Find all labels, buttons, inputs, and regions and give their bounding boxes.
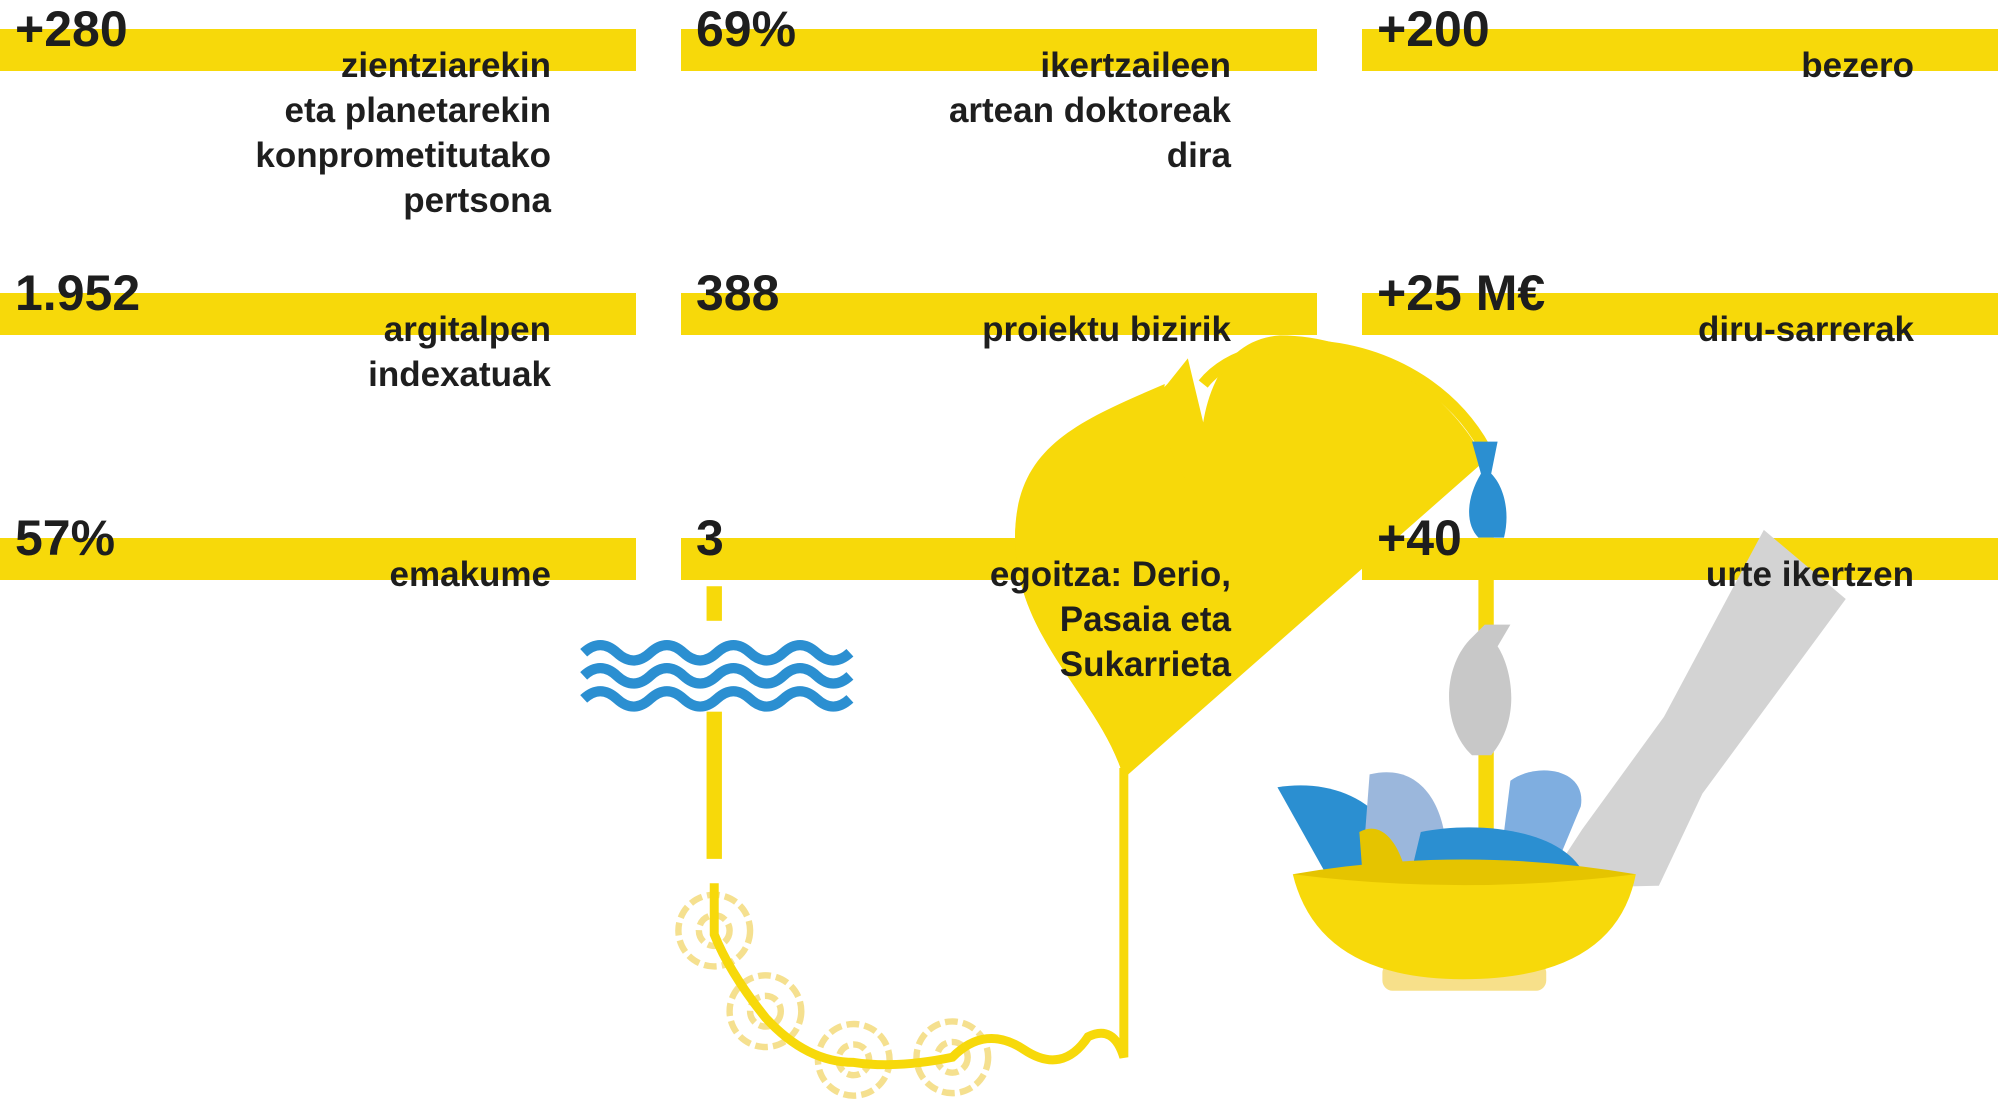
- stat-description: urte ikertzen: [1706, 555, 1914, 594]
- stat-number: +25 M€: [1377, 265, 1545, 321]
- waves: [584, 645, 850, 706]
- fish: [1449, 625, 1511, 756]
- texts: +280 zientziarekin eta planetarekin konprom…: [15, 1, 1915, 684]
- stat-description: diru-sarrerak: [1698, 310, 1914, 349]
- stat-description: zientziarekin: [341, 46, 551, 85]
- stat-description: eta planetarekin: [285, 91, 552, 130]
- stat-number: +280: [15, 1, 128, 57]
- stat-description: bezero: [1801, 46, 1914, 85]
- stat-description: Pasaia eta: [1060, 600, 1232, 639]
- stat-description: emakume: [390, 555, 551, 594]
- stat-description: proiektu bizirik: [982, 310, 1231, 349]
- stat-number: 388: [696, 265, 779, 321]
- line: [707, 586, 722, 621]
- stat-description: indexatuak: [368, 355, 551, 394]
- stat-description: argitalpen: [384, 310, 551, 349]
- illustration: [584, 335, 1846, 1095]
- bowl: [1293, 874, 1636, 979]
- stat-number: 3: [696, 510, 724, 566]
- page: {"stats": [ {"number": "+280", "lines": …: [0, 0, 1998, 1102]
- stat-description: konprometitutako: [255, 136, 551, 175]
- gears: [678, 895, 988, 1096]
- stat-description: egoitza: Derio,: [990, 555, 1231, 594]
- stat-description: ikertzaileen: [1040, 46, 1231, 85]
- stat-description: dira: [1167, 136, 1232, 175]
- infographic: +280 zientziarekin eta planetarekin konprom…: [0, 0, 1998, 1102]
- line: [707, 712, 722, 859]
- stat-number: 69%: [696, 1, 796, 57]
- stat-description: artean doktoreak: [949, 91, 1232, 130]
- stat-number: 57%: [15, 510, 115, 566]
- stat-number: 1.952: [15, 265, 140, 321]
- stat-description: pertsona: [403, 181, 551, 220]
- stat-number: +200: [1377, 1, 1490, 57]
- stat-number: +40: [1377, 510, 1462, 566]
- stat-description: Sukarrieta: [1060, 645, 1232, 684]
